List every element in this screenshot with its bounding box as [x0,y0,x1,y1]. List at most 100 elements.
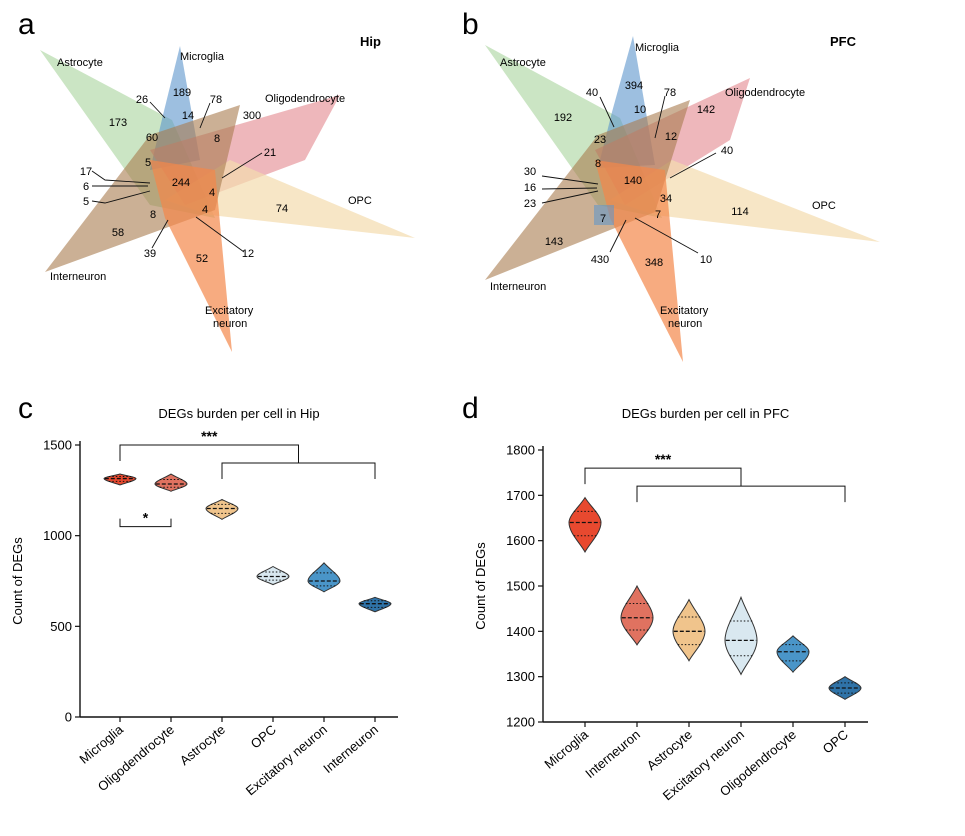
violin [358,596,392,613]
venn-num: 4 [202,204,208,216]
y-tick-label: 1400 [506,624,535,639]
venn-leader-lines [91,101,263,253]
petal-interneuron [485,100,690,280]
y-axis-label: Count of DEGs [473,542,488,630]
venn-num: 16 [524,182,536,194]
violin [672,598,706,662]
venn-num: 114 [731,206,749,218]
venn-num: 12 [665,131,677,143]
venn-numbers: 394 40 10 78 192 23 142 12 40 8 30 140 1… [524,80,749,269]
venn-num: 430 [591,254,609,266]
y-tick-label: 1600 [506,533,535,548]
venn-label-excitatory-line2: neuron [213,318,247,330]
petal-opc [610,160,880,242]
venn-label-microglia: Microglia [180,51,225,63]
x-tick-label: OPC [820,727,851,757]
violin [620,584,654,646]
violin [103,473,137,486]
y-tick-label: 1500 [506,579,535,594]
venn-label-astrocyte: Astrocyte [500,57,546,69]
venn-num: 7 [655,209,661,221]
violin [205,498,239,520]
venn-num: 5 [145,157,151,169]
venn-leader-lines [541,95,717,254]
panel-letter-d: d [462,392,479,425]
venn-num: 40 [586,87,598,99]
chart-title: DEGs burden per cell in Hip [158,406,319,421]
venn-num: 10 [634,104,646,116]
venn-num: 78 [664,87,676,99]
y-tick-label: 1200 [506,715,535,730]
venn-label-microglia: Microglia [635,42,680,54]
significance-label: *** [655,451,672,467]
venn-num: 6 [83,181,89,193]
venn-numbers: 189 26 78 14 300 173 60 8 5 21 17 244 6 … [80,87,288,265]
venn-num: 39 [144,248,156,260]
y-axis-label: Count of DEGs [10,537,25,625]
significance-bracket [584,467,742,487]
venn-region-title: Hip [360,34,381,49]
venn-num: 78 [210,94,222,106]
venn-num: 8 [150,209,156,221]
violin-chart-hip: DEGs burden per cell in Hip Count of DEGs… [10,406,398,798]
y-tick-label: 1500 [43,438,72,453]
venn-hip: Hip Astrocyte Microglia Oligodendrocyte … [40,34,415,352]
venn-num: 60 [146,132,158,144]
venn-label-excitatory: Excitatory neuron [660,305,711,330]
venn-label-excitatory: Excitatory neuron [205,305,256,330]
petal-opc [165,160,415,238]
venn-num: 189 [173,87,191,99]
venn-num: 143 [545,236,563,248]
venn-label-opc: OPC [348,195,372,207]
venn-num: 192 [554,112,572,124]
significance-bracket [636,485,846,503]
x-tick-label: Microglia [541,726,591,771]
venn-num: 8 [214,133,220,145]
violin [256,565,290,586]
venn-label-excitatory-line1: Excitatory [660,305,709,317]
y-tick-label: 500 [50,619,72,634]
significance-bracket [119,444,299,463]
venn-num: 12 [242,248,254,260]
y-tick-label: 0 [65,710,72,725]
violin [307,562,341,593]
venn-label-opc: OPC [812,200,836,212]
x-tick-label: Astrocyte [644,727,695,773]
venn-num: 348 [645,257,663,269]
venn-num: 26 [136,94,148,106]
significance-bracket [119,518,172,528]
venn-label-astrocyte: Astrocyte [57,57,103,69]
violin [568,496,602,554]
violin [154,473,188,492]
venn-num: 14 [182,110,194,122]
significance-label: *** [201,428,218,444]
venn-num: 10 [700,254,712,266]
x-tick-label: Interneuron [320,722,381,776]
venn-label-oligodendrocyte: Oligodendrocyte [725,87,805,99]
significance-label: * [143,510,149,526]
significance-bracket [221,462,376,479]
venn-label-excitatory-line1: Excitatory [205,305,254,317]
panel-letter-b: b [462,8,479,41]
venn-pfc: PFC Astrocyte Microglia Oligodendrocyte … [485,34,880,362]
venn-num: 300 [243,110,261,122]
x-tick-label: Interneuron [582,727,643,781]
violin [776,635,810,673]
venn-num: 17 [80,166,92,178]
venn-label-excitatory-line2: neuron [668,318,702,330]
x-tick-label: Astrocyte [177,722,228,768]
venn-num: 4 [209,187,215,199]
venn-label-oligodendrocyte: Oligodendrocyte [265,93,345,105]
y-tick-label: 1000 [43,528,72,543]
venn-region-patch [594,205,614,225]
venn-num: 74 [276,203,288,215]
x-tick-label: OPC [248,722,279,752]
venn-label-interneuron: Interneuron [490,281,546,293]
venn-num: 58 [112,227,124,239]
venn-num: 30 [524,166,536,178]
y-tick-label: 1800 [506,443,535,458]
venn-num: 23 [594,134,606,146]
venn-num: 394 [625,80,643,92]
venn-num: 52 [196,253,208,265]
